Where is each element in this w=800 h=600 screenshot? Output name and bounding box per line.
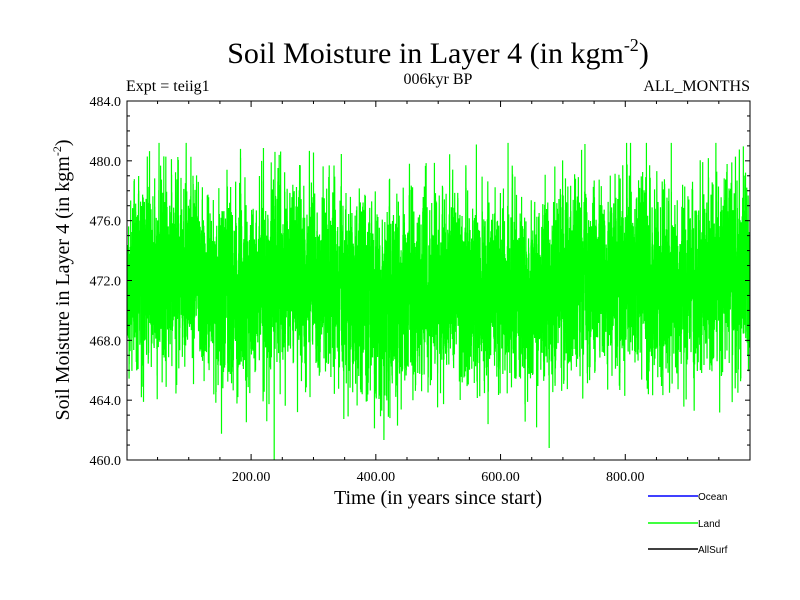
legend: Ocean Land AllSurf xyxy=(648,492,728,556)
x-tick-label: 800.00 xyxy=(606,470,645,485)
legend-label-land: Land xyxy=(698,519,720,530)
y-tick-label: 472.0 xyxy=(90,275,122,290)
legend-label-allsurf: AllSurf xyxy=(698,545,728,556)
x-axis: 200.00 400.00 600.00 800.00 xyxy=(157,101,720,485)
y-tick-label: 460.0 xyxy=(90,454,122,469)
plot-area xyxy=(127,142,750,460)
y-axis-label: Soil Moisture in Layer 4 (in kgm-2) xyxy=(50,139,74,420)
y-tick-label: 464.0 xyxy=(90,394,122,409)
x-tick-label: 400.00 xyxy=(357,470,396,485)
series-line-land xyxy=(127,142,750,460)
x-tick-label: 200.00 xyxy=(232,470,271,485)
y-tick-label: 468.0 xyxy=(90,334,122,349)
y-tick-label: 480.0 xyxy=(90,155,122,170)
months-label: ALL_MONTHS xyxy=(643,78,750,95)
legend-label-ocean: Ocean xyxy=(698,492,727,503)
y-tick-label: 476.0 xyxy=(90,215,122,230)
experiment-label: Expt = teiig1 xyxy=(126,78,210,95)
chart-title: Soil Moisture in Layer 4 (in kgm-2) xyxy=(227,35,649,70)
x-axis-label: Time (in years since start) xyxy=(334,487,542,509)
y-tick-label: 484.0 xyxy=(90,95,122,110)
period-label: 006kyr BP xyxy=(404,71,473,88)
x-tick-label: 600.00 xyxy=(481,470,520,485)
y-axis: 460.0 464.0 468.0 472.0 476.0 480.0 484.0 xyxy=(90,95,750,469)
